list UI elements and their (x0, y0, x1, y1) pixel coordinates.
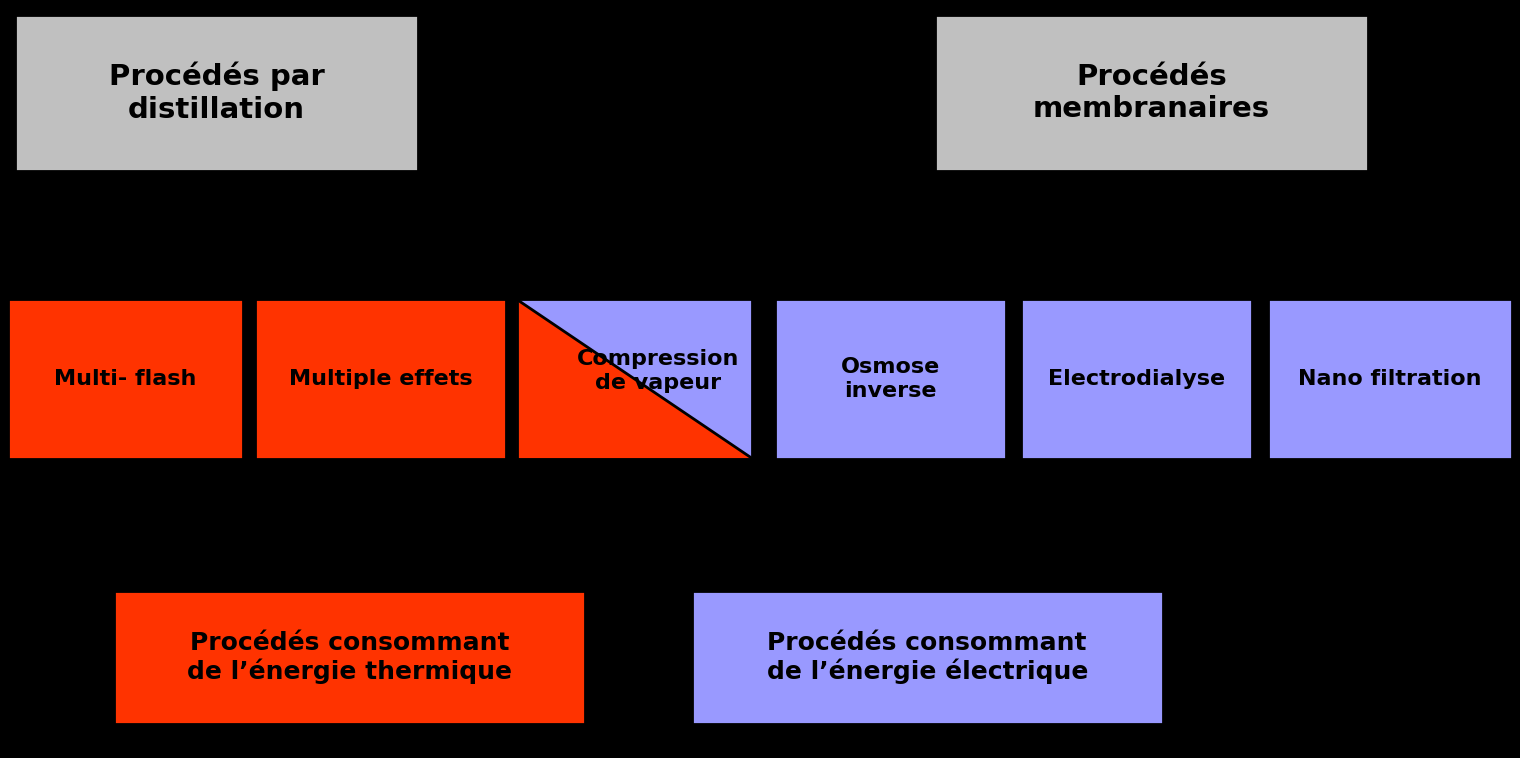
Text: Procédés consommant
de l’énergie électrique: Procédés consommant de l’énergie électri… (766, 631, 1088, 684)
Text: Compression
de vapeur: Compression de vapeur (578, 349, 739, 393)
Text: Multi- flash: Multi- flash (55, 369, 196, 389)
Text: Multiple effets: Multiple effets (289, 369, 473, 389)
FancyBboxPatch shape (692, 591, 1163, 724)
FancyBboxPatch shape (1268, 299, 1512, 459)
Text: Procédés par
distillation: Procédés par distillation (109, 62, 324, 124)
FancyBboxPatch shape (1021, 299, 1252, 459)
Text: Nano filtration: Nano filtration (1298, 369, 1482, 389)
FancyBboxPatch shape (935, 15, 1368, 171)
Polygon shape (517, 299, 752, 459)
FancyBboxPatch shape (775, 299, 1006, 459)
FancyBboxPatch shape (114, 591, 585, 724)
Polygon shape (517, 299, 752, 459)
Text: Electrodialyse: Electrodialyse (1049, 369, 1225, 389)
FancyBboxPatch shape (8, 299, 243, 459)
FancyBboxPatch shape (255, 299, 506, 459)
Text: Procédés
membranaires: Procédés membranaires (1032, 63, 1271, 123)
Text: Osmose
inverse: Osmose inverse (841, 358, 941, 400)
Text: Procédés consommant
de l’énergie thermique: Procédés consommant de l’énergie thermiq… (187, 631, 512, 684)
FancyBboxPatch shape (15, 15, 418, 171)
